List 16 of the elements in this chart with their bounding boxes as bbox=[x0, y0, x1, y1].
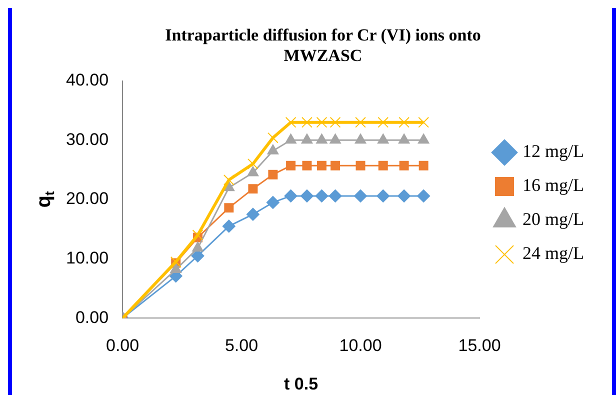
chart-title: Intraparticle diffusion for Cr (VI) ions onto MWZASC bbox=[165, 26, 481, 65]
y-tick-label: 20.00 bbox=[66, 189, 109, 208]
y-tick-label: 10.00 bbox=[66, 248, 109, 268]
y-axis-title: qt bbox=[33, 190, 57, 208]
x-axis-title: t 0.5 bbox=[284, 374, 318, 394]
legend-label: 20 mg/L bbox=[522, 209, 584, 230]
legend-label: 16 mg/L bbox=[522, 175, 584, 196]
x-tick-label: 0.00 bbox=[106, 336, 140, 356]
legend-label: 12 mg/L bbox=[522, 141, 584, 162]
y-tick-label: 0.00 bbox=[75, 308, 109, 327]
x-tick-label: 10.00 bbox=[339, 336, 382, 356]
y-tick-label: 30.00 bbox=[66, 130, 109, 149]
x-tick-label: 15.00 bbox=[458, 336, 501, 356]
x-tick-label: 5.00 bbox=[224, 336, 258, 356]
legend-label: 24 mg/L bbox=[522, 243, 584, 264]
y-tick-label: 40.00 bbox=[66, 70, 109, 90]
